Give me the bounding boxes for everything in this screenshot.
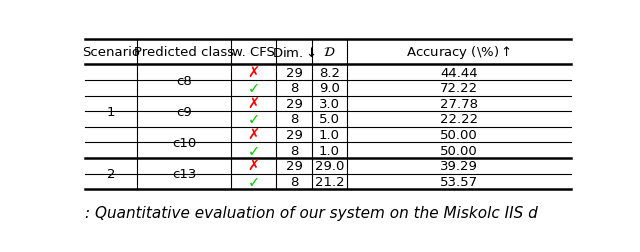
Text: 1.0: 1.0 xyxy=(319,144,340,157)
Text: c8: c8 xyxy=(176,74,192,87)
Text: 29: 29 xyxy=(285,160,303,173)
Text: 53.57: 53.57 xyxy=(440,175,478,188)
Text: 5.0: 5.0 xyxy=(319,113,340,126)
Text: ✗: ✗ xyxy=(248,66,260,80)
Text: c9: c9 xyxy=(176,105,192,118)
Text: 1.0: 1.0 xyxy=(319,129,340,141)
Text: $\mathcal{D}$: $\mathcal{D}$ xyxy=(323,46,336,59)
Text: 39.29: 39.29 xyxy=(440,160,478,173)
Text: ✓: ✓ xyxy=(248,81,260,96)
Text: ✓: ✓ xyxy=(248,143,260,158)
Text: 8: 8 xyxy=(290,82,298,95)
Text: c13: c13 xyxy=(172,167,196,180)
Text: 72.22: 72.22 xyxy=(440,82,478,95)
Text: Dim.$\downarrow$: Dim.$\downarrow$ xyxy=(272,46,316,59)
Text: 8.2: 8.2 xyxy=(319,67,340,79)
Text: 50.00: 50.00 xyxy=(440,144,478,157)
Text: ✗: ✗ xyxy=(248,128,260,142)
Text: ✓: ✓ xyxy=(248,174,260,189)
Text: w. CFS: w. CFS xyxy=(232,46,275,59)
Text: 2: 2 xyxy=(107,167,115,180)
Text: c10: c10 xyxy=(172,136,196,149)
Text: 29: 29 xyxy=(285,129,303,141)
Text: 8: 8 xyxy=(290,113,298,126)
Text: 1: 1 xyxy=(107,105,115,118)
Text: ✗: ✗ xyxy=(248,159,260,174)
Text: 8: 8 xyxy=(290,144,298,157)
Text: 29: 29 xyxy=(285,98,303,110)
Text: 27.78: 27.78 xyxy=(440,98,478,110)
Text: 22.22: 22.22 xyxy=(440,113,478,126)
Text: Accuracy (\%)$\uparrow$: Accuracy (\%)$\uparrow$ xyxy=(406,44,511,61)
Text: 8: 8 xyxy=(290,175,298,188)
Text: ✓: ✓ xyxy=(248,112,260,127)
Text: ✗: ✗ xyxy=(248,97,260,111)
Text: 9.0: 9.0 xyxy=(319,82,340,95)
Text: 50.00: 50.00 xyxy=(440,129,478,141)
Text: 21.2: 21.2 xyxy=(315,175,344,188)
Text: Scenario: Scenario xyxy=(82,46,140,59)
Text: : Quantitative evaluation of our system on the Miskolc IIS d: : Quantitative evaluation of our system … xyxy=(85,205,538,220)
Text: 3.0: 3.0 xyxy=(319,98,340,110)
Text: 29: 29 xyxy=(285,67,303,79)
Text: Predicted class: Predicted class xyxy=(134,46,234,59)
Text: 44.44: 44.44 xyxy=(440,67,477,79)
Text: 29.0: 29.0 xyxy=(315,160,344,173)
